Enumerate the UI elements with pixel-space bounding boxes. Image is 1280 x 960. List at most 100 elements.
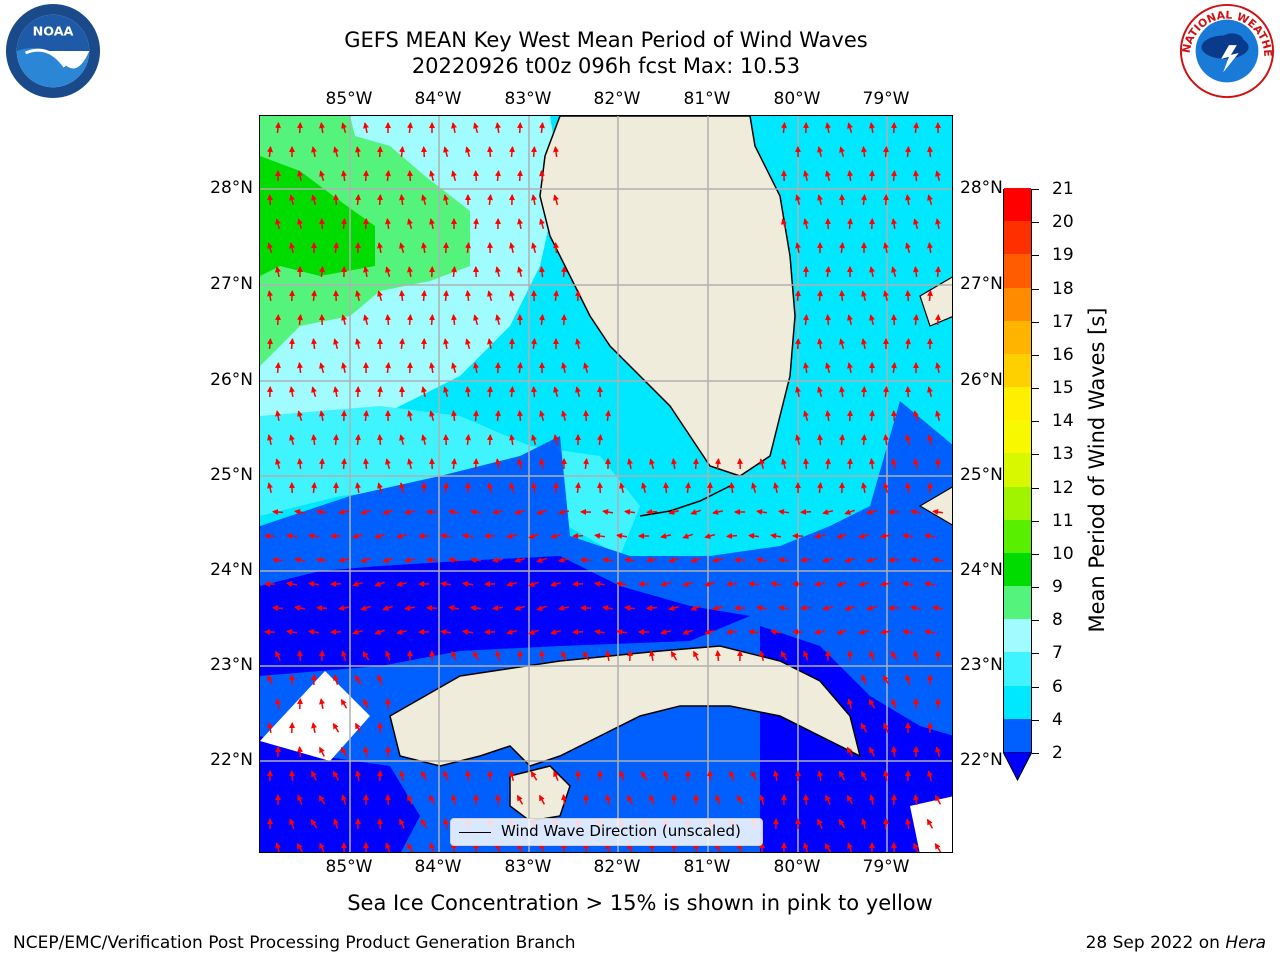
wind-wave-arrow [399, 434, 405, 446]
wind-wave-arrow [310, 818, 318, 829]
wind-wave-arrow [836, 629, 847, 635]
wind-wave-arrow [883, 386, 889, 398]
lon-tick-top: 79°W [862, 89, 910, 109]
colorbar-segment [1004, 253, 1031, 288]
wind-wave-arrow [778, 605, 790, 611]
wind-wave-arrow [838, 770, 846, 781]
wind-wave-arrow [861, 194, 867, 206]
wind-wave-arrow [451, 170, 457, 182]
wind-wave-arrow [550, 629, 562, 635]
wind-wave-arrow [839, 242, 845, 254]
wind-wave-arrow [726, 629, 738, 635]
wind-wave-arrow [451, 650, 457, 661]
wind-wave-arrow [399, 242, 405, 254]
wind-wave-arrow [516, 794, 524, 805]
wind-wave-arrow [338, 605, 350, 611]
wind-wave-arrow [561, 794, 567, 806]
lat-tick-right: 22°N [960, 750, 1003, 770]
wind-wave-arrow [883, 818, 889, 830]
lat-tick-right: 27°N [960, 274, 1003, 294]
wind-wave-arrow [267, 482, 273, 494]
wind-wave-arrow [311, 482, 317, 494]
wind-wave-arrow [861, 290, 867, 302]
wind-wave-arrow [487, 482, 493, 494]
wind-wave-arrow [451, 122, 457, 134]
wind-wave-arrow [495, 458, 501, 470]
map-title: GEFS MEAN Key West Mean Period of Wind W… [344, 28, 868, 52]
colorbar-tick [1032, 487, 1039, 489]
wind-wave-arrow [297, 650, 303, 662]
wind-wave-arrow [355, 770, 361, 782]
colorbar-tick-label: 21 [1052, 179, 1074, 199]
wind-wave-arrow [275, 314, 281, 326]
wind-wave-arrow [333, 146, 339, 158]
wind-wave-arrow [377, 482, 383, 494]
wind-wave-arrow [795, 386, 801, 398]
colorbar [1003, 187, 1032, 753]
wind-wave-arrow [882, 674, 890, 685]
lon-tick-top: 82°W [593, 89, 641, 109]
wind-wave-arrow [594, 533, 606, 539]
wind-wave-arrow [296, 842, 304, 852]
wind-wave-arrow [451, 266, 457, 278]
colorbar-segment [1004, 320, 1031, 354]
wind-wave-arrow [597, 386, 603, 398]
wind-wave-arrow [891, 218, 897, 230]
wind-wave-arrow [553, 242, 559, 254]
colorbar-tick [1032, 321, 1039, 323]
colorbar-tick-label: 14 [1052, 411, 1074, 432]
wind-wave-arrow [824, 842, 832, 852]
wind-wave-arrow [465, 386, 471, 398]
wind-wave-arrow [817, 146, 823, 158]
wind-wave-arrow [891, 170, 897, 182]
wind-wave-arrow [905, 482, 911, 494]
wind-wave-arrow [492, 557, 504, 563]
wind-wave-arrow [407, 266, 413, 278]
wind-wave-arrow [817, 770, 823, 782]
wind-wave-arrow [649, 650, 655, 662]
wind-wave-arrow [399, 194, 405, 206]
wind-wave-arrow [935, 170, 941, 182]
wind-wave-arrow [822, 509, 834, 515]
wind-wave-arrow [509, 290, 515, 302]
lon-tick-top: 80°W [773, 89, 821, 109]
colorbar-segment [1004, 386, 1031, 421]
wind-wave-arrow [822, 605, 834, 611]
wind-wave-arrow [333, 386, 339, 398]
wind-wave-arrow [891, 746, 897, 758]
wind-wave-arrow [616, 533, 628, 539]
wind-wave-arrow [891, 842, 897, 852]
wind-wave-arrow [514, 605, 525, 611]
wind-wave-arrow [330, 629, 342, 635]
wind-wave-arrow [624, 557, 636, 563]
wind-wave-arrow [340, 746, 348, 757]
wind-wave-arrow [839, 434, 845, 446]
wind-wave-arrow [539, 410, 545, 422]
wind-wave-arrow [539, 122, 545, 134]
colorbar-tick-label: 7 [1052, 643, 1063, 664]
wind-wave-arrow [495, 650, 501, 662]
wind-wave-arrow [451, 410, 457, 422]
wind-wave-arrow [332, 770, 340, 781]
wind-wave-arrow [646, 509, 658, 515]
wind-wave-arrow [668, 605, 680, 611]
wind-wave-arrow [602, 605, 614, 611]
wind-wave-arrow [289, 242, 295, 254]
wind-wave-arrow [377, 434, 383, 446]
wind-wave-arrow [861, 146, 867, 158]
wind-wave-arrow [333, 674, 339, 685]
wind-wave-arrow [289, 722, 295, 734]
wind-wave-arrow [778, 557, 790, 563]
colorbar-segment [1004, 287, 1031, 321]
colorbar-tick-label: 16 [1052, 344, 1074, 365]
wind-wave-arrow [473, 362, 479, 374]
wind-wave-arrow [594, 581, 606, 587]
wind-wave-arrow [360, 605, 371, 611]
wind-wave-arrow [531, 194, 537, 206]
wind-wave-arrow [407, 458, 413, 470]
wind-wave-arrow [319, 218, 325, 230]
lon-tick-top: 83°W [504, 89, 552, 109]
wind-wave-arrow [377, 146, 383, 158]
wind-wave-arrow [443, 434, 449, 446]
wind-wave-arrow [839, 386, 845, 398]
